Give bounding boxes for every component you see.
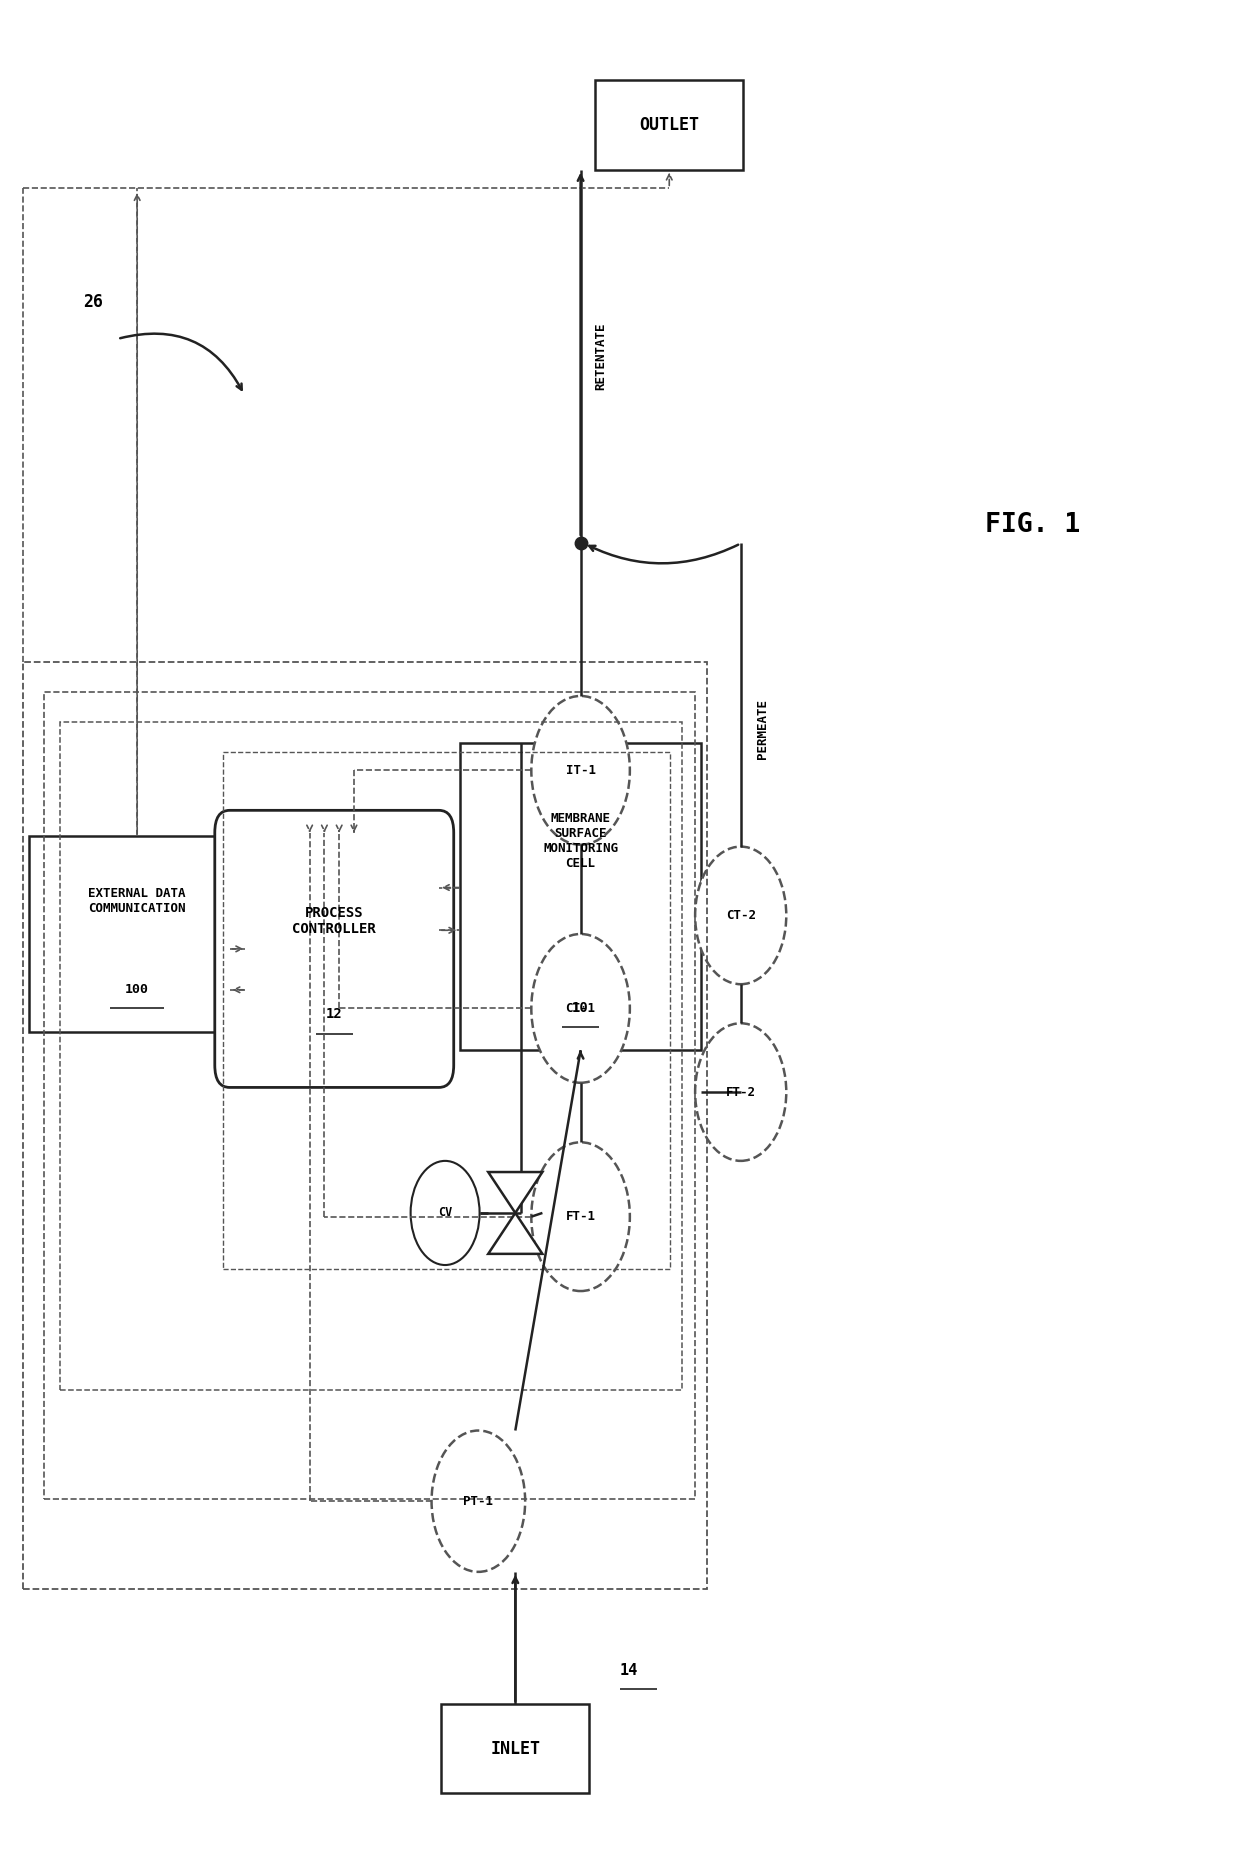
Bar: [24, 663, 707, 1588]
Bar: [30, 837, 246, 1031]
Text: 100: 100: [125, 983, 149, 996]
Circle shape: [432, 1431, 526, 1571]
Text: PROCESS
CONTROLLER: PROCESS CONTROLLER: [293, 906, 376, 936]
Text: IT-1: IT-1: [565, 764, 595, 777]
Circle shape: [531, 1143, 630, 1291]
Text: PT-1: PT-1: [464, 1494, 494, 1507]
Polygon shape: [489, 1212, 542, 1253]
FancyBboxPatch shape: [215, 811, 454, 1087]
Bar: [595, 80, 743, 170]
Polygon shape: [489, 1171, 542, 1212]
Text: PERMEATE: PERMEATE: [756, 699, 769, 760]
Text: CV: CV: [438, 1207, 453, 1220]
Text: FIG. 1: FIG. 1: [985, 512, 1080, 538]
Bar: [223, 751, 670, 1268]
Text: 26: 26: [83, 293, 103, 310]
Circle shape: [696, 1024, 786, 1160]
Text: FT-1: FT-1: [565, 1210, 595, 1224]
Circle shape: [410, 1160, 480, 1265]
Text: EXTERNAL DATA
COMMUNICATION: EXTERNAL DATA COMMUNICATION: [88, 887, 186, 915]
Bar: [460, 743, 701, 1050]
Text: RETENTATE: RETENTATE: [594, 323, 606, 390]
Text: CT-1: CT-1: [565, 1001, 595, 1014]
Bar: [61, 723, 682, 1390]
Bar: [441, 1704, 589, 1793]
Text: CT-2: CT-2: [725, 910, 755, 923]
Circle shape: [531, 934, 630, 1083]
Text: MEMBRANE
SURFACE
MONITORING
CELL: MEMBRANE SURFACE MONITORING CELL: [543, 813, 618, 870]
Text: INLET: INLET: [490, 1739, 541, 1758]
Text: OUTLET: OUTLET: [640, 116, 699, 134]
Text: 10: 10: [572, 1001, 589, 1016]
Text: FT-2: FT-2: [725, 1085, 755, 1098]
Circle shape: [531, 697, 630, 844]
Text: 14: 14: [620, 1663, 639, 1677]
Text: 12: 12: [326, 1007, 342, 1022]
Circle shape: [696, 846, 786, 984]
Bar: [45, 693, 694, 1500]
